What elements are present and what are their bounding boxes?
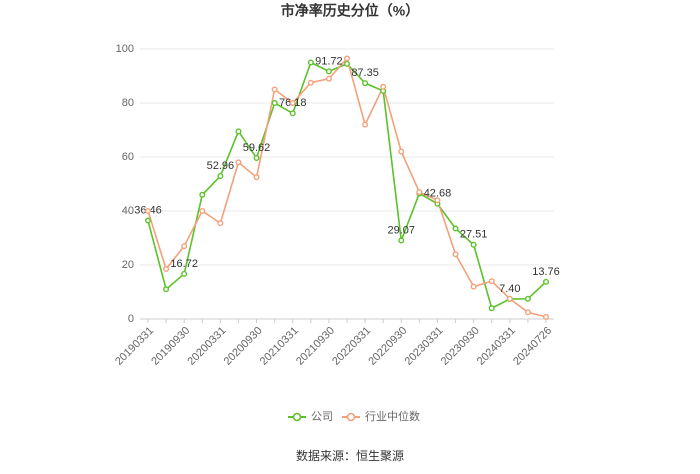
- point: [506, 295, 513, 302]
- point: [524, 295, 531, 302]
- data-label: 13.76: [532, 266, 560, 278]
- legend-label: 公司: [311, 411, 333, 423]
- x-tick-label: 20200930: [222, 325, 265, 368]
- y-tick-label: 0: [128, 313, 134, 325]
- point: [253, 174, 260, 181]
- data-label: 87.35: [351, 67, 379, 79]
- point: [235, 159, 242, 166]
- data-label: 27.51: [460, 229, 488, 241]
- point: [307, 59, 314, 66]
- x-tick-label: 20200331: [185, 325, 228, 368]
- y-tick-label: 20: [122, 259, 134, 271]
- point: [271, 99, 278, 106]
- data-label: 91.72: [315, 55, 343, 67]
- point: [398, 148, 405, 155]
- legend-marker: [346, 412, 356, 422]
- point: [199, 191, 206, 198]
- point: [199, 207, 206, 214]
- x-tick-label: 20230331: [403, 325, 446, 368]
- point: [344, 55, 351, 62]
- source: 数据来源：恒生聚源: [296, 448, 404, 463]
- point: [398, 237, 405, 244]
- point: [416, 189, 423, 196]
- data-label: 7.40: [499, 283, 520, 295]
- legend-label: 行业中位数: [365, 409, 420, 423]
- point: [289, 99, 296, 106]
- x-tick-label: 20210930: [294, 325, 337, 368]
- x-tick-label: 20220331: [330, 325, 373, 368]
- point: [362, 80, 369, 87]
- data-label: 42.68: [424, 188, 452, 200]
- point: [325, 75, 332, 82]
- point: [217, 220, 224, 227]
- point: [488, 278, 495, 285]
- series-line: [147, 61, 547, 310]
- point: [488, 305, 495, 312]
- point: [144, 217, 151, 224]
- point: [307, 79, 314, 86]
- chart-title: 市净率历史分位（%）: [281, 3, 419, 19]
- point: [524, 309, 531, 316]
- point: [144, 207, 151, 214]
- point: [271, 86, 278, 93]
- point: [289, 110, 296, 117]
- point: [452, 251, 459, 258]
- point: [217, 173, 224, 180]
- legend-marker: [292, 412, 302, 422]
- point: [325, 68, 332, 75]
- y-tick-label: 60: [122, 151, 134, 163]
- point: [380, 83, 387, 90]
- point: [543, 278, 550, 285]
- point: [434, 197, 441, 204]
- y-tick-label: 40: [122, 205, 134, 217]
- x-tick-label: 20230930: [439, 325, 482, 368]
- x-tick-label: 20190930: [149, 325, 192, 368]
- x-tick-label: 20220930: [366, 325, 409, 368]
- x-tick-label: 20210331: [258, 325, 301, 368]
- point: [470, 283, 477, 290]
- point: [181, 243, 188, 250]
- y-tick-label: 80: [122, 97, 134, 109]
- series-line: [147, 56, 547, 318]
- point: [344, 60, 351, 67]
- point: [181, 270, 188, 277]
- x-tick-label: 20240726: [511, 325, 554, 368]
- point: [362, 121, 369, 128]
- x-tick-label: 20190331: [113, 325, 156, 368]
- y-tick-label: 100: [116, 43, 134, 55]
- data-label: 59.62: [243, 142, 271, 154]
- point: [163, 266, 170, 273]
- data-label: 16.72: [170, 258, 198, 270]
- data-label: 29.07: [388, 224, 416, 236]
- point: [253, 155, 260, 162]
- point: [452, 225, 459, 232]
- point: [543, 313, 550, 320]
- point: [235, 128, 242, 135]
- data-label: 52.96: [207, 160, 235, 172]
- x-tick-label: 20240331: [475, 325, 518, 368]
- point: [470, 241, 477, 248]
- point: [163, 286, 170, 293]
